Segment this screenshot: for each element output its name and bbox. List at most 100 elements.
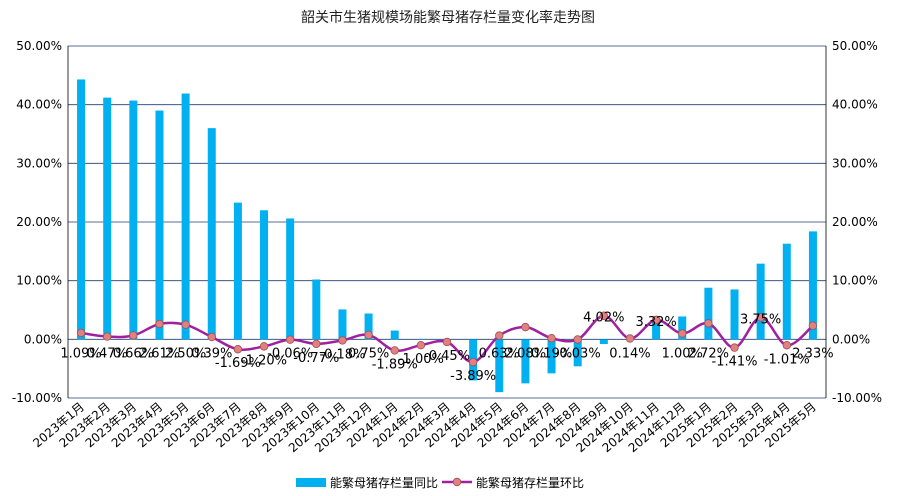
bar — [260, 210, 269, 340]
bar — [155, 110, 164, 340]
data-label: -1.41% — [712, 355, 758, 370]
bar — [547, 339, 556, 374]
data-label: 2.61% — [139, 346, 180, 361]
bar — [207, 128, 216, 340]
line-point — [285, 335, 295, 344]
data-label: 0.19% — [531, 346, 572, 361]
line-point — [364, 330, 373, 340]
bar — [286, 218, 295, 340]
line-point — [390, 346, 399, 355]
data-label: 3.32% — [635, 315, 676, 330]
bar — [364, 313, 373, 340]
bar — [129, 100, 138, 340]
data-label: -0.77% — [293, 351, 339, 366]
bar — [678, 316, 687, 340]
line-point — [129, 331, 138, 340]
data-label: -0.18% — [319, 347, 365, 362]
data-label: 0.63% — [479, 346, 520, 361]
legend-label-line: 能繁母猪存栏量环比 — [476, 475, 584, 490]
bar — [312, 279, 321, 340]
y-tick-label-right: 10.00% — [832, 274, 878, 288]
y-tick-label-left: 50.00% — [16, 39, 62, 53]
line-point — [468, 357, 478, 367]
legend-swatch-bar — [296, 478, 326, 487]
data-label: 2.33% — [792, 346, 833, 361]
bar — [599, 339, 608, 345]
data-label: 0.39% — [191, 346, 232, 361]
bar — [233, 202, 242, 340]
line-point — [625, 334, 635, 343]
data-label: -1.20% — [241, 353, 287, 368]
data-label: 0.47% — [87, 346, 128, 361]
y-tick-label-left: 40.00% — [16, 98, 62, 112]
line-point — [678, 329, 687, 338]
y-tick-label-left: 10.00% — [16, 274, 62, 288]
line-point — [756, 313, 765, 322]
data-label: 2.50% — [165, 346, 206, 361]
line-point — [312, 339, 321, 349]
line-point — [547, 334, 556, 343]
data-label: -1.69% — [215, 356, 261, 371]
line-point — [808, 321, 818, 330]
bar — [782, 243, 791, 340]
bar — [730, 289, 739, 340]
bar — [77, 79, 86, 340]
data-label: 2.08% — [505, 346, 546, 361]
data-label: -0.06% — [267, 347, 313, 362]
data-label: -1.89% — [372, 357, 418, 372]
line-point — [730, 343, 739, 352]
line-point — [442, 337, 452, 347]
bar — [103, 97, 112, 340]
y-tick-label-left: -10.00% — [12, 391, 62, 405]
data-label: 3.75% — [740, 312, 781, 327]
bar — [181, 93, 190, 340]
line-point — [573, 335, 582, 344]
data-label: 1.09% — [60, 346, 101, 361]
y-tick-label-right: 20.00% — [832, 215, 878, 229]
data-label: -0.03% — [555, 347, 601, 362]
y-tick-label-right: 40.00% — [832, 98, 878, 112]
bar — [573, 339, 582, 367]
line-point — [259, 342, 269, 351]
bar — [338, 309, 347, 340]
data-label: -0.45% — [424, 349, 470, 364]
line-point — [416, 341, 426, 350]
data-label: 0.14% — [609, 346, 650, 361]
data-label: 1.00% — [662, 346, 703, 361]
line-point — [521, 322, 530, 332]
bar — [652, 319, 661, 340]
y-tick-label-left: 30.00% — [16, 156, 62, 170]
bar — [704, 287, 713, 340]
data-label: 4.02% — [583, 311, 624, 326]
line-point — [155, 319, 164, 329]
data-label: -1.01% — [764, 352, 810, 367]
bar — [808, 231, 817, 340]
data-label: 0.75% — [348, 346, 389, 361]
line-point — [338, 336, 347, 345]
y-tick-label-right: -10.00% — [832, 391, 882, 405]
line-point — [233, 345, 243, 354]
bar — [521, 339, 530, 384]
legend-swatch-marker — [452, 477, 462, 487]
y-tick-label-left: 20.00% — [16, 215, 62, 229]
line-point — [599, 311, 609, 320]
bar — [390, 330, 399, 340]
y-tick-label-right: 0.00% — [832, 332, 870, 346]
line-point — [782, 341, 791, 350]
chart-title: 韶关市生猪规模场能繁母猪存栏量变化率走势图 — [301, 9, 595, 26]
y-tick-label-right: 50.00% — [832, 39, 878, 53]
y-tick-label-right: 30.00% — [832, 156, 878, 170]
bar — [495, 339, 504, 393]
y-tick-label-left: 0.00% — [24, 332, 62, 346]
data-label: 0.66% — [113, 346, 154, 361]
legend-label-bar: 能繁母猪存栏量同比 — [330, 475, 438, 490]
line-point — [651, 315, 661, 325]
line-point — [207, 332, 216, 342]
line-point — [76, 328, 86, 338]
line-point — [181, 320, 190, 329]
bar — [416, 339, 425, 340]
line-point — [495, 331, 504, 340]
line-point — [704, 319, 713, 328]
